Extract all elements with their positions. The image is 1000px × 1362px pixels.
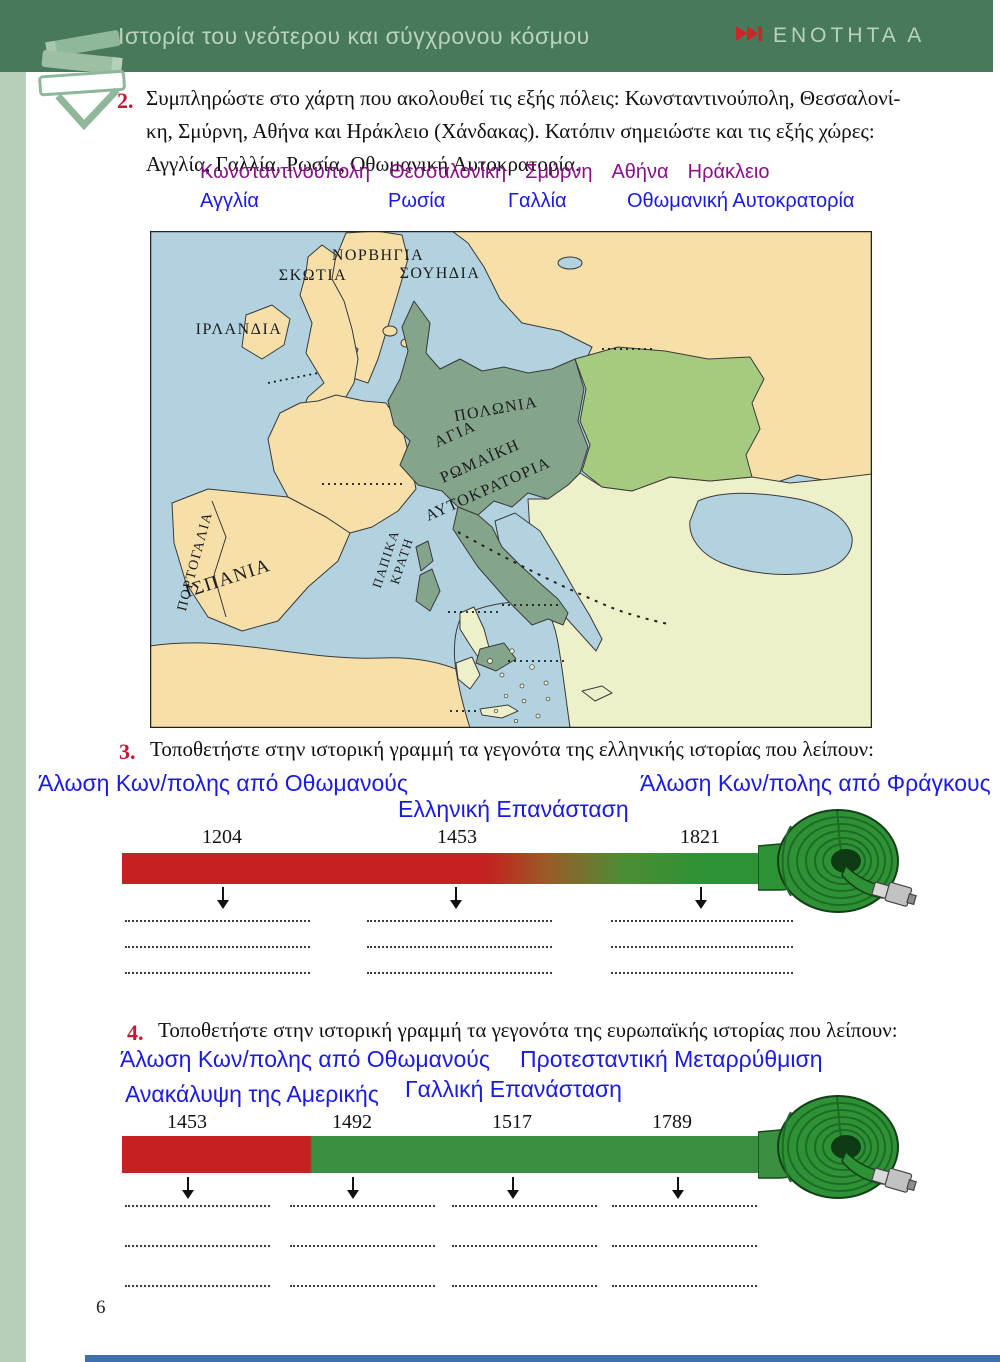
drag-label-othomaniki[interactable]: Οθωμανική Αυτοκρατορία <box>627 190 855 212</box>
q4-prompt: Τοποθετήστε στην ιστορική γραμμή τα γεγο… <box>158 1018 898 1042</box>
q3-year-1204: 1204 <box>202 826 242 848</box>
map-region-poland <box>574 346 765 492</box>
q4-number: 4. <box>127 1020 144 1045</box>
map-region-italy <box>452 506 569 626</box>
q2-text-line1: Συμπληρώστε στο χάρτη που ακολουθεί τις … <box>146 86 901 110</box>
q4-year-1492: 1492 <box>332 1111 372 1133</box>
q4-arrow-1492 <box>347 1177 359 1199</box>
map-border <box>149 230 873 729</box>
q4-answer-blank-2c[interactable] <box>290 1285 435 1287</box>
q3-answer-blank-3b[interactable] <box>611 946 793 948</box>
q3-answer-blank-1c[interactable] <box>125 972 310 974</box>
map-answer-blank-england[interactable] <box>267 372 319 384</box>
q3-number: 3. <box>119 739 136 764</box>
q4-arrow-1453 <box>182 1177 194 1199</box>
q4-answer-blank-4c[interactable] <box>612 1285 757 1287</box>
map-region-iberia <box>171 488 351 632</box>
q4-answer-blank-3c[interactable] <box>452 1285 597 1287</box>
q4-answer-blank-3a[interactable] <box>452 1205 597 1207</box>
q4-answer-blank-4b[interactable] <box>612 1245 757 1247</box>
bottom-edge-strip <box>85 1355 1000 1362</box>
drag-label-fall-ottomans-q3[interactable]: Άλωση Κων/πολης από Οθωμανούς <box>38 770 408 796</box>
q4-timeline-bar <box>122 1136 797 1173</box>
q4-year-1453: 1453 <box>167 1111 207 1133</box>
q4-arrow-1517 <box>507 1177 519 1199</box>
q3-arrow-1204 <box>217 887 229 909</box>
map-label-sweden: ΣΟΥΗΔΙΑ <box>400 265 481 282</box>
q2-text-line3: Αγγλία, Γαλλία, Ρωσία, Οθωμανική Αυτοκρα… <box>146 152 581 176</box>
drag-label-rosia[interactable]: Ρωσία <box>388 190 446 212</box>
q4-year-1789: 1789 <box>652 1111 692 1133</box>
q4-answer-blank-1a[interactable] <box>125 1205 270 1207</box>
drag-label-irakleio[interactable]: Ηράκλειο <box>687 161 770 183</box>
q4-answer-blank-1c[interactable] <box>125 1285 270 1287</box>
map-dotted-border <box>457 531 669 625</box>
q3-answer-blank-1a[interactable] <box>125 920 310 922</box>
q3-answer-blank-2c[interactable] <box>367 972 552 974</box>
q4-cable-coil-illustration <box>757 1092 918 1209</box>
q4-answer-blank-2b[interactable] <box>290 1245 435 1247</box>
map-label-norway: ΝΟΡΒΗΓΙΑ <box>332 247 424 264</box>
drag-label-agglia[interactable]: Αγγλία <box>200 190 259 212</box>
q4-answer-blank-1b[interactable] <box>125 1245 270 1247</box>
q3-answer-blank-3c[interactable] <box>611 972 793 974</box>
drag-label-konstantinoupoli[interactable]: Κωνσταντινούπολη <box>200 161 371 183</box>
q3-answer-blank-1b[interactable] <box>125 946 310 948</box>
q3-year-1821: 1821 <box>680 826 720 848</box>
map-sea-black <box>689 492 853 575</box>
unit-label: ΕΝΟΤΗΤΑ Α <box>773 24 926 47</box>
left-margin-strip <box>0 72 26 1362</box>
drag-label-thessaloniki[interactable]: Θεσσαλονίκη <box>389 161 507 183</box>
q3-year-1453: 1453 <box>437 826 477 848</box>
map-lake <box>557 256 583 270</box>
q2-number: 2. <box>117 88 134 113</box>
q3-answer-blank-2b[interactable] <box>367 946 552 948</box>
drag-label-french-revolution[interactable]: Γαλλική Επανάσταση <box>405 1076 622 1102</box>
drag-label-gallia[interactable]: Γαλλία <box>508 190 567 212</box>
q4-answer-blank-4a[interactable] <box>612 1205 757 1207</box>
books-logo-icon <box>28 24 150 147</box>
page-number: 6 <box>96 1297 106 1318</box>
map-label-ireland: ΙΡΛΑΝΔΙΑ <box>196 321 283 338</box>
drag-label-fall-franks[interactable]: Άλωση Κων/πολης από Φράγκους <box>640 770 991 796</box>
unit-heading: ΕΝΟΤΗΤΑ Α <box>736 24 925 48</box>
europe-map[interactable]: ΝΟΡΒΗΓΙΑ ΣΟΥΗΔΙΑ ΣΚΩΤΙΑ ΙΡΛΑΝΔΙΑ ΠΟΛΩΝΙΑ… <box>149 230 873 729</box>
q3-answer-blank-2a[interactable] <box>367 920 552 922</box>
header-bar <box>0 0 993 72</box>
q4-year-1517: 1517 <box>492 1111 532 1133</box>
drag-label-greek-revolution[interactable]: Ελληνική Επανάσταση <box>398 796 629 822</box>
q3-timeline-bar <box>122 853 797 884</box>
drag-label-protestant-reform[interactable]: Προτεσταντική Μεταρρύθμιση <box>520 1046 823 1072</box>
q4-arrow-1789 <box>672 1177 684 1199</box>
drag-label-smyrni[interactable]: Σμύρνη <box>525 161 593 183</box>
q4-answer-blank-2a[interactable] <box>290 1205 435 1207</box>
q2-city-drag-row: Κωνσταντινούπολη Θεσσαλονίκη Σμύρνη Αθήν… <box>200 161 770 184</box>
map-region-ireland <box>241 304 291 360</box>
fast-forward-icon <box>736 25 763 47</box>
q3-arrow-1453 <box>450 887 462 909</box>
map-region-hre <box>387 300 589 516</box>
q3-answer-blank-3a[interactable] <box>611 920 793 922</box>
q2-text-line2: κη, Σμύρνη, Αθήνα και Ηράκλειο (Χάνδακας… <box>146 119 875 143</box>
drag-label-athina[interactable]: Αθήνα <box>611 161 669 183</box>
drag-label-discovery-america[interactable]: Ανακάλυψη της Αμερικής <box>125 1081 379 1107</box>
page-title: Ιστορία του νεότερου και σύγχρονου κόσμο… <box>118 23 590 49</box>
q4-answer-blank-3b[interactable] <box>452 1245 597 1247</box>
map-label-scotland: ΣΚΩΤΙΑ <box>279 267 347 284</box>
q3-arrow-1821 <box>695 887 707 909</box>
q3-cable-coil-illustration <box>757 808 918 925</box>
drag-label-fall-ottomans-q4[interactable]: Άλωση Κων/πολης από Οθωμανούς <box>120 1046 490 1072</box>
q3-prompt: Τοποθετήστε στην ιστορική γραμμή τα γεγο… <box>150 737 874 761</box>
